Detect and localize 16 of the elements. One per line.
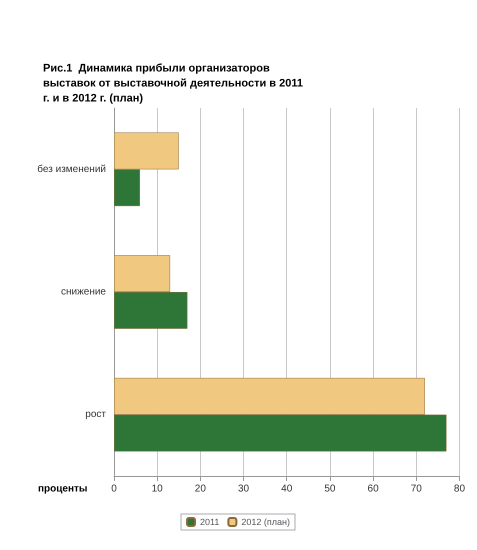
x-tick-label: 30 [238, 484, 250, 494]
x-tick-label: 50 [324, 484, 336, 494]
x-tick-label: 40 [281, 484, 293, 494]
chart-title: Рис.1 Динамика прибыли организаторов выставок от выставочной деятельности в 2011 г. и в 2012 г. (план) [43, 62, 306, 104]
x-axis-title: проценты [38, 484, 88, 494]
x-tick-label: 70 [410, 484, 422, 494]
legend-label: 2012 (план) [241, 517, 290, 527]
x-tick-label: 10 [152, 484, 164, 494]
y-tick-label: снижение [60, 286, 106, 298]
x-tick-label: 60 [368, 484, 380, 494]
x-tick-label: 0 [111, 484, 118, 494]
y-tick-label: рост [85, 409, 106, 420]
x-tick-label: 20 [194, 484, 206, 494]
legend-label: 2011 [200, 517, 220, 527]
x-tick-label: 80 [454, 484, 466, 494]
y-tick-label: без изменений [37, 164, 106, 175]
